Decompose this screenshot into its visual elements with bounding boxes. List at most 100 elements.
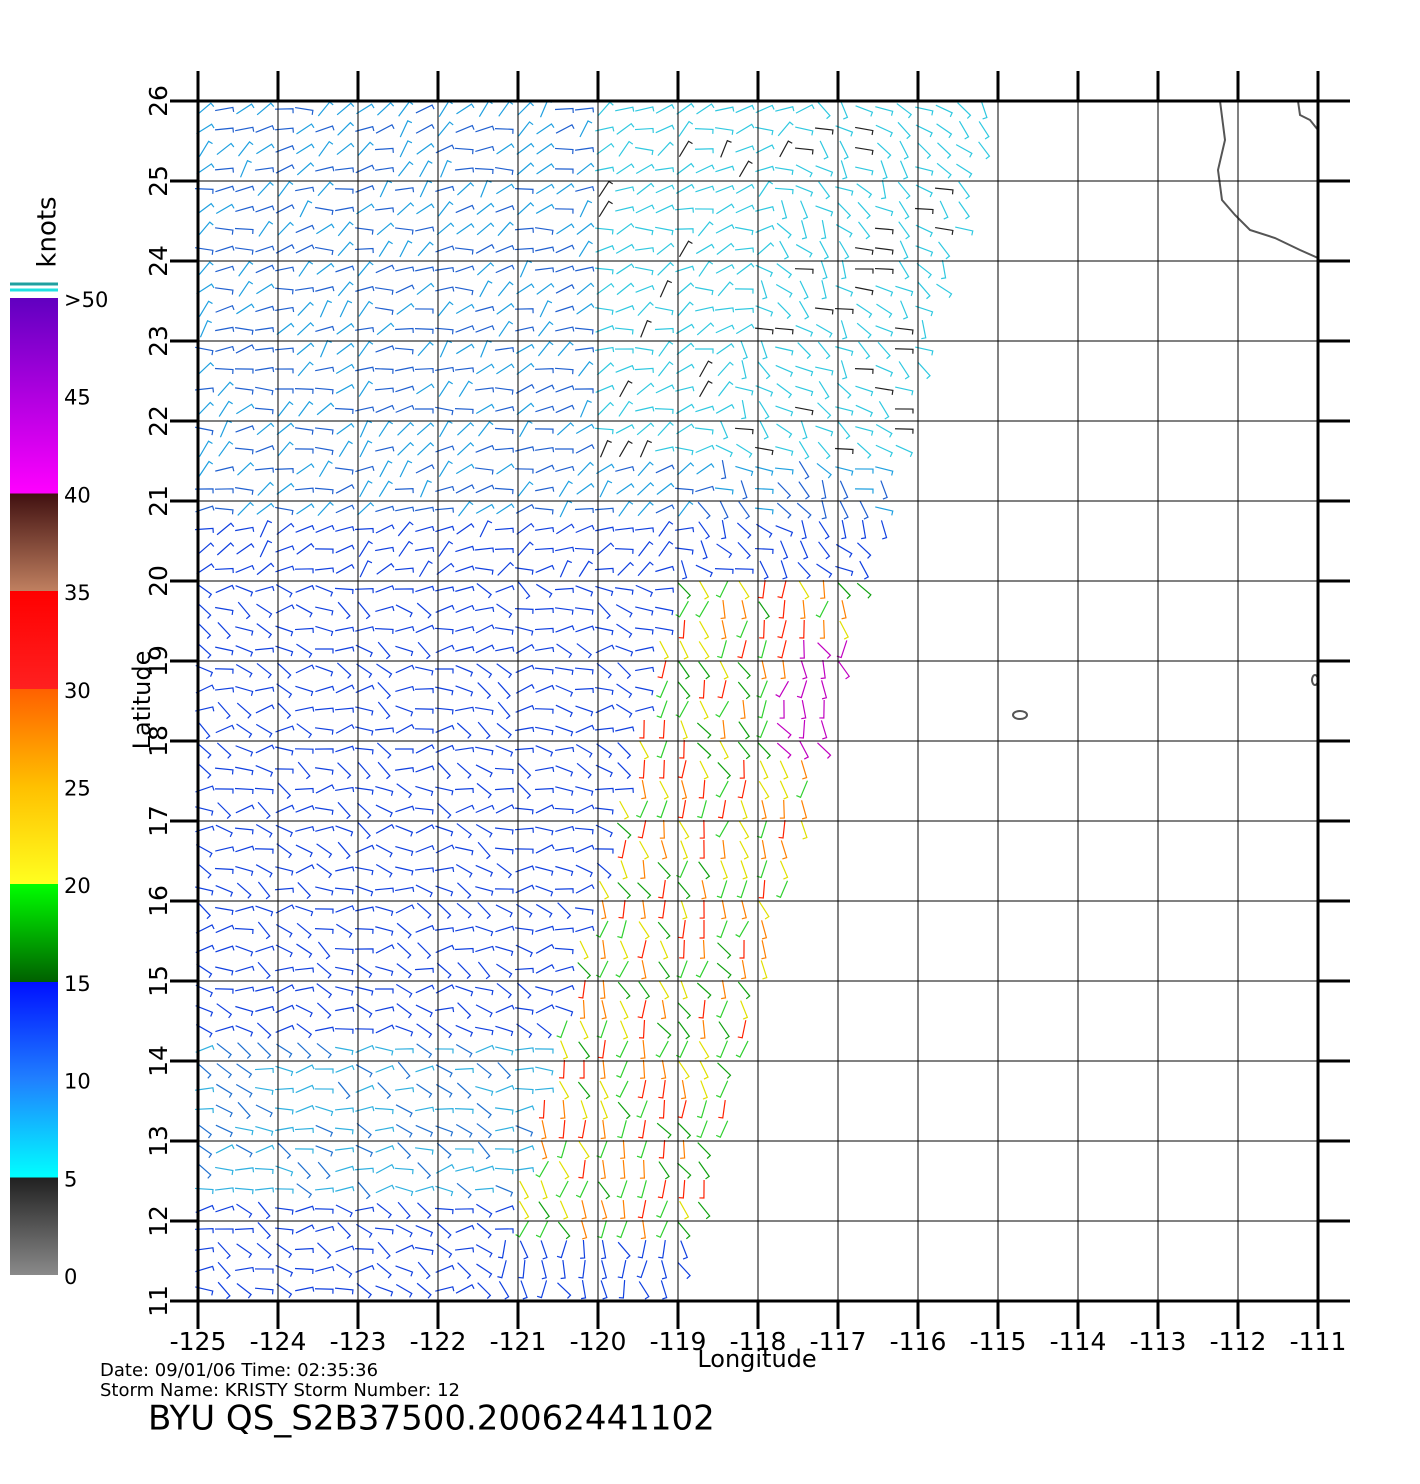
wind-barb — [374, 147, 394, 153]
wind-barb — [295, 106, 314, 115]
colorbar-tick-label: 30 — [64, 679, 91, 703]
wind-barb — [335, 1046, 354, 1056]
wind-barb — [435, 245, 455, 253]
wind-barb — [196, 283, 215, 295]
wind-barb — [317, 1161, 331, 1180]
wind-barb — [595, 307, 614, 315]
x-tick-label: -121 — [490, 1327, 547, 1356]
wind-barb — [317, 181, 334, 197]
wind-barb — [496, 863, 513, 879]
wind-barb — [336, 923, 353, 938]
wind-barb — [675, 386, 695, 392]
wind-barb — [495, 804, 515, 814]
wind-barb — [716, 543, 733, 559]
wind-barb — [337, 601, 351, 620]
wind-barb — [817, 101, 831, 120]
wind-barb — [776, 722, 792, 739]
wind-barb — [878, 400, 890, 420]
wind-barb — [676, 462, 695, 476]
wind-barb — [455, 685, 474, 697]
wind-barb — [556, 1240, 568, 1259]
wind-barb — [197, 902, 212, 920]
wind-barb — [514, 807, 534, 815]
wind-barb — [600, 1059, 606, 1080]
y-tick-label: 14 — [144, 1045, 173, 1077]
wind-barb — [495, 264, 515, 274]
wind-barb — [655, 306, 674, 316]
wind-barb — [498, 320, 514, 337]
wind-barb — [758, 401, 770, 420]
wind-barb — [196, 123, 215, 135]
wind-barb — [254, 848, 274, 854]
wind-barb — [698, 861, 711, 880]
wind-barb — [655, 464, 675, 474]
wind-barb — [679, 739, 685, 759]
wind-barb — [217, 701, 231, 720]
wind-barb — [495, 166, 514, 175]
wind-barb — [416, 1083, 433, 1099]
wind-barb — [835, 543, 853, 558]
wind-barb — [215, 824, 233, 838]
wind-barb — [294, 1267, 314, 1275]
wind-barb — [438, 100, 453, 117]
wind-barb — [514, 188, 534, 194]
wind-barb — [536, 163, 555, 175]
wind-barb — [800, 760, 808, 780]
wind-barb — [435, 525, 455, 533]
wind-barb — [415, 765, 435, 773]
wind-barb — [598, 1181, 611, 1200]
wind-barb — [296, 542, 315, 555]
wind-barb — [296, 943, 313, 959]
wind-barb — [275, 645, 294, 657]
wind-barb — [779, 699, 785, 719]
wind-barb — [494, 827, 514, 835]
wind-barb — [734, 247, 755, 253]
wind-barb — [556, 643, 573, 659]
x-tick-label: -118 — [730, 1327, 787, 1356]
wind-barb — [315, 246, 334, 256]
wind-barb — [854, 368, 874, 374]
wind-barb — [635, 226, 654, 236]
wind-barb — [415, 266, 435, 272]
wind-barb — [780, 840, 788, 860]
wind-barb — [538, 1099, 546, 1119]
wind-barb — [514, 468, 534, 474]
wind-barb — [699, 620, 710, 640]
wind-barb — [514, 927, 534, 935]
wind-barb — [355, 644, 373, 658]
wind-barb — [355, 706, 374, 716]
wind-barb — [574, 547, 594, 555]
wind-barb — [514, 608, 534, 614]
wind-barb — [455, 665, 474, 677]
wind-barb — [599, 480, 613, 498]
wind-barb — [657, 660, 667, 679]
wind-barb — [534, 547, 554, 553]
wind-barb — [636, 1260, 648, 1279]
wind-barb — [456, 823, 473, 839]
wind-barb — [557, 341, 574, 357]
wind-barb — [276, 522, 295, 535]
wind-barb — [395, 645, 414, 657]
wind-barb — [197, 221, 214, 237]
wind-barb — [596, 362, 615, 376]
wind-barb — [314, 707, 335, 713]
wind-barb — [735, 226, 754, 236]
wind-barb — [195, 785, 215, 793]
wind-barb — [738, 721, 751, 740]
wind-barb — [820, 659, 826, 680]
wind-barb — [636, 1100, 648, 1119]
wind-barb — [715, 820, 729, 838]
wind-barb — [640, 319, 652, 338]
wind-barb — [315, 685, 335, 693]
wind-barb — [397, 421, 415, 436]
wind-barb — [676, 282, 695, 296]
wind-barb — [818, 541, 831, 560]
wind-barb — [435, 944, 455, 954]
wind-barb — [274, 368, 294, 374]
wind-barb — [618, 440, 633, 458]
wind-barb — [635, 284, 655, 293]
wind-barb — [374, 627, 394, 634]
wind-barb — [699, 700, 709, 720]
wind-barb — [601, 900, 607, 920]
wind-barb — [677, 1002, 692, 1020]
